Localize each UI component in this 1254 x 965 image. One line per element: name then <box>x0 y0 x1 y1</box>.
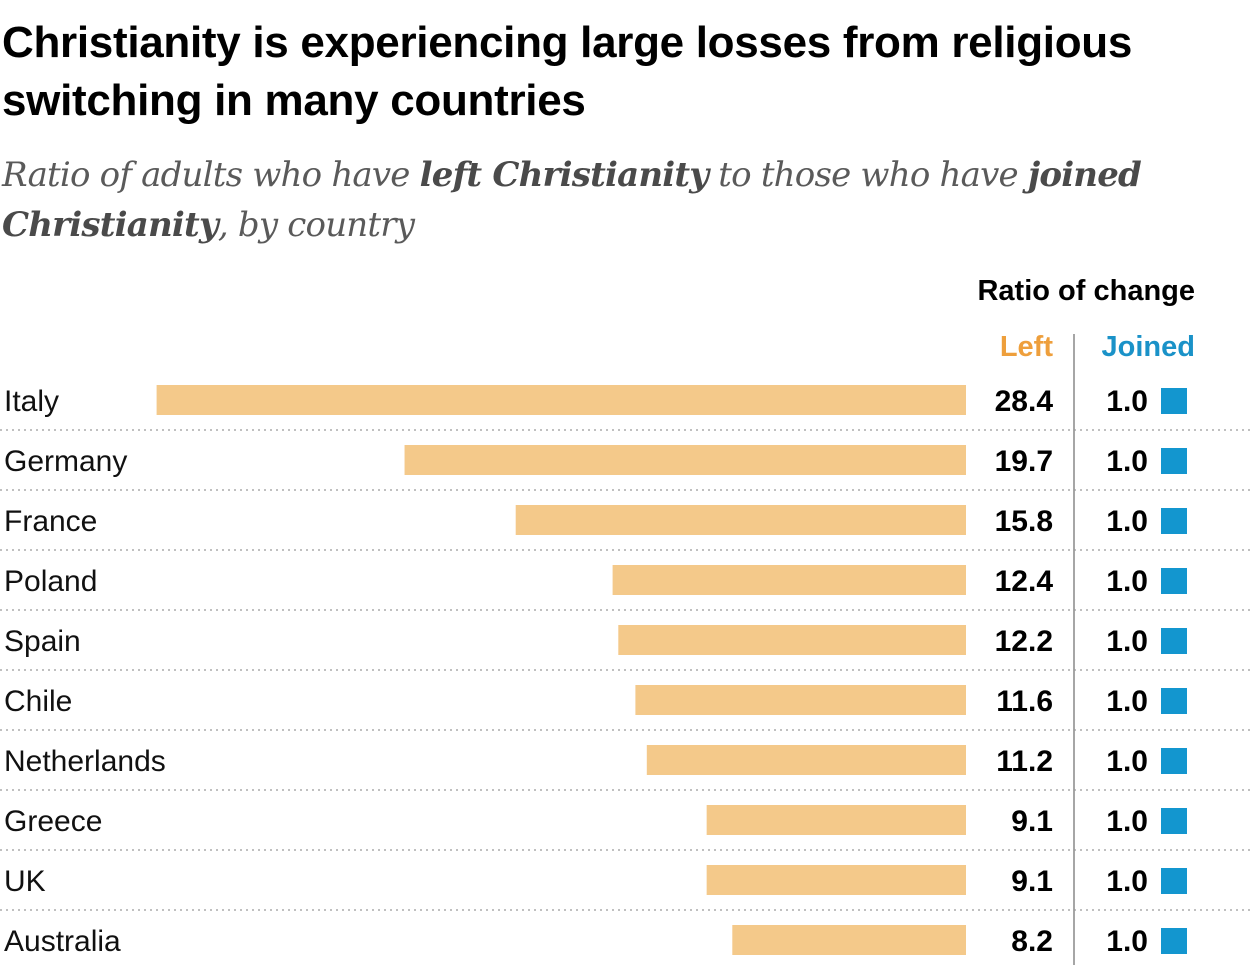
bar-left <box>635 685 966 715</box>
subtitle-text-3: , by country <box>217 205 415 245</box>
legend-joined: Joined <box>1102 331 1195 363</box>
value-left: 12.4 <box>995 565 1054 598</box>
marker-joined <box>1161 628 1187 654</box>
bar-left <box>612 565 966 595</box>
country-label: Netherlands <box>4 745 166 778</box>
value-joined: 1.0 <box>1106 625 1148 658</box>
marker-joined <box>1161 868 1187 894</box>
marker-joined <box>1161 568 1187 594</box>
country-label: Greece <box>4 805 102 838</box>
marker-joined <box>1161 928 1187 954</box>
value-joined: 1.0 <box>1106 865 1148 898</box>
value-left: 12.2 <box>995 625 1053 658</box>
marker-joined <box>1161 508 1187 534</box>
subtitle-text-2: to those who have <box>708 155 1028 195</box>
chart-title: Christianity is experiencing large losse… <box>2 18 1133 125</box>
value-left: 19.7 <box>995 445 1053 478</box>
chart-subtitle: Ratio of adults who have left Christiani… <box>2 150 1242 250</box>
value-joined: 1.0 <box>1106 925 1148 958</box>
marker-joined <box>1161 388 1187 414</box>
value-joined: 1.0 <box>1106 505 1148 538</box>
value-left: 8.2 <box>1011 925 1053 958</box>
country-label: UK <box>4 865 46 898</box>
subtitle-bold-left: left Christianity <box>419 155 709 195</box>
bar-left <box>515 505 966 535</box>
country-label: Chile <box>4 685 72 718</box>
country-label: Australia <box>4 925 121 958</box>
value-joined: 1.0 <box>1106 805 1148 838</box>
bar-left <box>706 805 966 835</box>
marker-joined <box>1161 688 1187 714</box>
value-joined: 1.0 <box>1106 745 1148 778</box>
value-joined: 1.0 <box>1106 445 1148 478</box>
country-label: Germany <box>4 445 127 478</box>
country-label: Spain <box>4 625 81 658</box>
value-left: 28.4 <box>995 385 1054 418</box>
marker-joined <box>1161 448 1187 474</box>
bar-left <box>732 925 966 955</box>
bar-left <box>706 865 966 895</box>
value-joined: 1.0 <box>1106 565 1148 598</box>
country-label: France <box>4 505 97 538</box>
ratio-header: Ratio of change <box>977 275 1195 307</box>
country-label: Italy <box>4 385 59 418</box>
value-left: 9.1 <box>1011 865 1053 898</box>
value-left: 11.2 <box>996 745 1053 778</box>
value-joined: 1.0 <box>1106 685 1148 718</box>
bar-left <box>618 625 966 655</box>
value-left: 9.1 <box>1011 805 1053 838</box>
marker-joined <box>1161 808 1187 834</box>
value-left: 11.6 <box>996 685 1053 718</box>
bar-left <box>646 745 966 775</box>
value-left: 15.8 <box>995 505 1053 538</box>
country-label: Poland <box>4 565 97 598</box>
marker-joined <box>1161 748 1187 774</box>
subtitle-bold-joined: joined Christianity <box>2 155 1142 245</box>
value-joined: 1.0 <box>1106 385 1148 418</box>
legend-left: Left <box>1000 331 1054 363</box>
subtitle-text-1: Ratio of adults who have <box>2 155 420 195</box>
bar-left <box>156 385 967 415</box>
bar-left <box>404 445 966 475</box>
